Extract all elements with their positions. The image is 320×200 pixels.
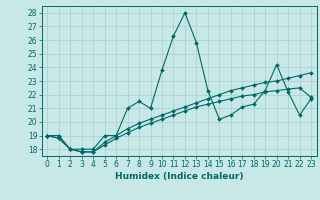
X-axis label: Humidex (Indice chaleur): Humidex (Indice chaleur) (115, 172, 244, 181)
